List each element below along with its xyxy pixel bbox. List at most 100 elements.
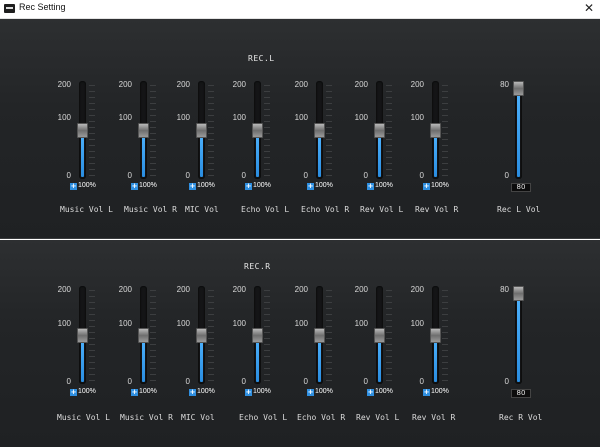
volume-slider-fill — [81, 335, 84, 382]
plus-icon[interactable]: + — [367, 388, 374, 396]
plus-icon[interactable]: + — [70, 388, 77, 396]
scale-mid-label: 100 — [118, 113, 132, 122]
plus-icon[interactable]: + — [307, 388, 314, 396]
scale-max-label: 200 — [294, 285, 308, 294]
plus-icon[interactable]: + — [70, 182, 77, 190]
close-icon[interactable]: ✕ — [583, 1, 594, 15]
scale-min-label: 0 — [504, 377, 509, 386]
volume-slider-handle[interactable] — [77, 123, 88, 138]
window-title: Rec Setting — [19, 2, 66, 12]
percent-value: 100% — [253, 182, 271, 189]
percent-value: 100% — [197, 182, 215, 189]
scale-min-label: 0 — [127, 171, 132, 180]
scale-max-label: 200 — [232, 80, 246, 89]
channel-label: MIC Vol — [181, 413, 215, 422]
mixer-app-icon — [4, 4, 15, 13]
scale-min-label: 0 — [419, 171, 424, 180]
percent-value: 100% — [253, 388, 271, 395]
master-label: Rec R Vol — [499, 413, 543, 422]
volume-slider-handle[interactable] — [374, 123, 385, 138]
plus-icon[interactable]: + — [131, 388, 138, 396]
scale-mid-label: 100 — [354, 319, 368, 328]
volume-slider-fill — [81, 130, 84, 177]
volume-slider-handle[interactable] — [430, 123, 441, 138]
tick-marks — [150, 85, 156, 181]
percent-value: 100% — [315, 182, 333, 189]
volume-slider-handle[interactable] — [138, 328, 149, 343]
plus-icon[interactable]: + — [307, 182, 314, 190]
volume-slider-handle[interactable] — [252, 328, 263, 343]
volume-slider-fill — [142, 130, 145, 177]
volume-slider-handle[interactable] — [77, 328, 88, 343]
plus-icon[interactable]: + — [423, 388, 430, 396]
volume-slider-handle[interactable] — [138, 123, 149, 138]
channel-label: Music Vol L — [60, 205, 113, 214]
volume-slider-fill — [378, 130, 381, 177]
master-slider-handle[interactable] — [513, 286, 524, 301]
scale-min-label: 0 — [363, 171, 368, 180]
channel-label: Music Vol L — [57, 413, 110, 422]
channel-label: Rev Vol L — [356, 413, 400, 422]
channel-label: Echo Vol R — [297, 413, 346, 422]
percent-value: 100% — [139, 182, 157, 189]
percent-value: 100% — [375, 388, 393, 395]
channel-label: Music Vol R — [120, 413, 173, 422]
volume-slider-handle[interactable] — [196, 123, 207, 138]
plus-icon[interactable]: + — [245, 388, 252, 396]
scale-max-label: 200 — [410, 80, 424, 89]
tick-marks — [386, 290, 392, 386]
scale-min-label: 0 — [185, 377, 190, 386]
scale-max-label: 200 — [118, 80, 132, 89]
tick-marks — [150, 290, 156, 386]
volume-slider-handle[interactable] — [374, 328, 385, 343]
volume-slider-fill — [318, 335, 321, 382]
master-value-box: 80 — [511, 183, 531, 192]
plus-icon[interactable]: + — [189, 388, 196, 396]
scale-max-label: 200 — [354, 80, 368, 89]
tick-marks — [208, 85, 214, 181]
volume-slider-handle[interactable] — [314, 328, 325, 343]
channel-label: Echo Vol L — [241, 205, 290, 214]
tick-marks — [386, 85, 392, 181]
scale-max-label: 200 — [410, 285, 424, 294]
tick-marks — [264, 290, 270, 386]
section-title: REC.R — [244, 262, 271, 271]
plus-icon[interactable]: + — [367, 182, 374, 190]
percent-value: 100% — [78, 388, 96, 395]
scale-mid-label: 100 — [294, 113, 308, 122]
tick-marks — [442, 290, 448, 386]
scale-mid-label: 100 — [176, 113, 190, 122]
scale-mid-label: 100 — [294, 319, 308, 328]
volume-slider-handle[interactable] — [252, 123, 263, 138]
volume-slider-fill — [200, 130, 203, 177]
percent-value: 100% — [375, 182, 393, 189]
percent-value: 100% — [139, 388, 157, 395]
scale-mid-label: 100 — [232, 113, 246, 122]
volume-slider-handle[interactable] — [196, 328, 207, 343]
scale-min-label: 0 — [66, 171, 71, 180]
plus-icon[interactable]: + — [423, 182, 430, 190]
scale-min-label: 0 — [127, 377, 132, 386]
section-title: REC.L — [248, 54, 275, 63]
scale-max-label: 80 — [500, 285, 509, 294]
volume-slider-handle[interactable] — [314, 123, 325, 138]
tick-marks — [442, 85, 448, 181]
volume-slider-fill — [434, 130, 437, 177]
master-label: Rec L Vol — [497, 205, 541, 214]
scale-mid-label: 100 — [57, 319, 71, 328]
plus-icon[interactable]: + — [131, 182, 138, 190]
rec-right-panel: REC.R 200 100 0 +100% Music Vol L 200 100 0 +100… — [0, 240, 600, 447]
scale-mid-label: 100 — [118, 319, 132, 328]
tick-marks — [264, 85, 270, 181]
scale-min-label: 0 — [185, 171, 190, 180]
tick-marks — [326, 85, 332, 181]
plus-icon[interactable]: + — [189, 182, 196, 190]
tick-marks — [89, 85, 95, 181]
scale-max-label: 200 — [118, 285, 132, 294]
master-slider-handle[interactable] — [513, 81, 524, 96]
volume-slider-handle[interactable] — [430, 328, 441, 343]
scale-max-label: 200 — [294, 80, 308, 89]
plus-icon[interactable]: + — [245, 182, 252, 190]
master-slider-fill — [517, 85, 520, 177]
scale-mid-label: 100 — [232, 319, 246, 328]
